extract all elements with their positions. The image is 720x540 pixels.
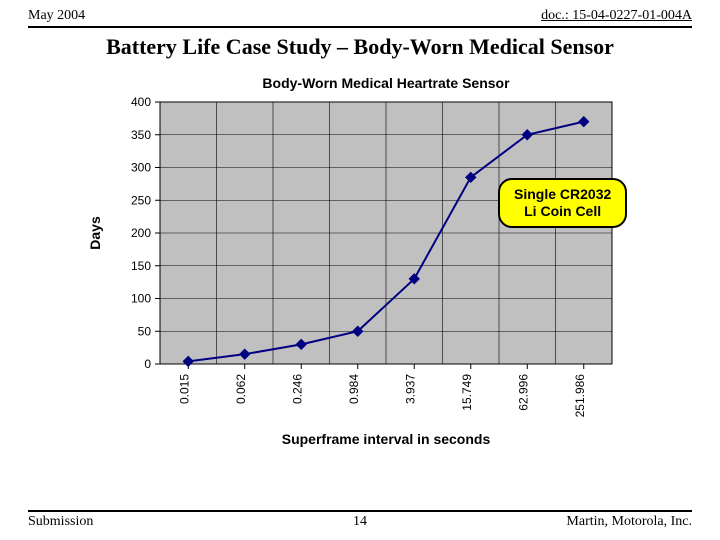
svg-text:0: 0 [144, 357, 151, 371]
header-row: May 2004 doc.: 15-04-0227-01-004A [28, 8, 692, 28]
svg-text:62.996: 62.996 [516, 374, 530, 411]
svg-text:Days: Days [87, 216, 103, 250]
svg-text:0.246: 0.246 [290, 374, 304, 404]
footer-page-number: 14 [28, 514, 692, 530]
page-title: Battery Life Case Study – Body-Worn Medi… [28, 34, 692, 60]
svg-text:250: 250 [131, 193, 151, 207]
header-doc-number: doc.: 15-04-0227-01-004A [541, 8, 692, 24]
slide-page: May 2004 doc.: 15-04-0227-01-004A Batter… [0, 0, 720, 540]
svg-text:0.984: 0.984 [347, 374, 361, 404]
callout-box: Single CR2032 Li Coin Cell [498, 178, 627, 228]
svg-text:400: 400 [131, 95, 151, 109]
svg-text:3.937: 3.937 [403, 374, 417, 404]
svg-text:Superframe interval in seconds: Superframe interval in seconds [282, 431, 491, 447]
callout-line2: Li Coin Cell [524, 203, 601, 219]
svg-text:0.062: 0.062 [234, 374, 248, 404]
svg-text:200: 200 [131, 226, 151, 240]
svg-text:100: 100 [131, 292, 151, 306]
svg-text:300: 300 [131, 161, 151, 175]
callout-line1: Single CR2032 [514, 186, 611, 202]
svg-text:350: 350 [131, 128, 151, 142]
svg-text:251.986: 251.986 [573, 374, 587, 418]
svg-text:Body-Worn Medical Heartrate Se: Body-Worn Medical Heartrate Sensor [262, 75, 510, 91]
svg-text:0.015: 0.015 [177, 374, 191, 404]
svg-text:50: 50 [138, 324, 152, 338]
svg-text:15.749: 15.749 [460, 374, 474, 411]
svg-text:150: 150 [131, 259, 151, 273]
header-date: May 2004 [28, 8, 85, 24]
chart-container: 0 50 100 150 200 250 300 350 400 0.015 0.062 0.246 0… [80, 70, 640, 460]
footer-row: Submission 14 Martin, Motorola, Inc. [28, 510, 692, 530]
chart-svg: 0 50 100 150 200 250 300 350 400 0.015 0.062 0.246 0… [80, 70, 640, 460]
